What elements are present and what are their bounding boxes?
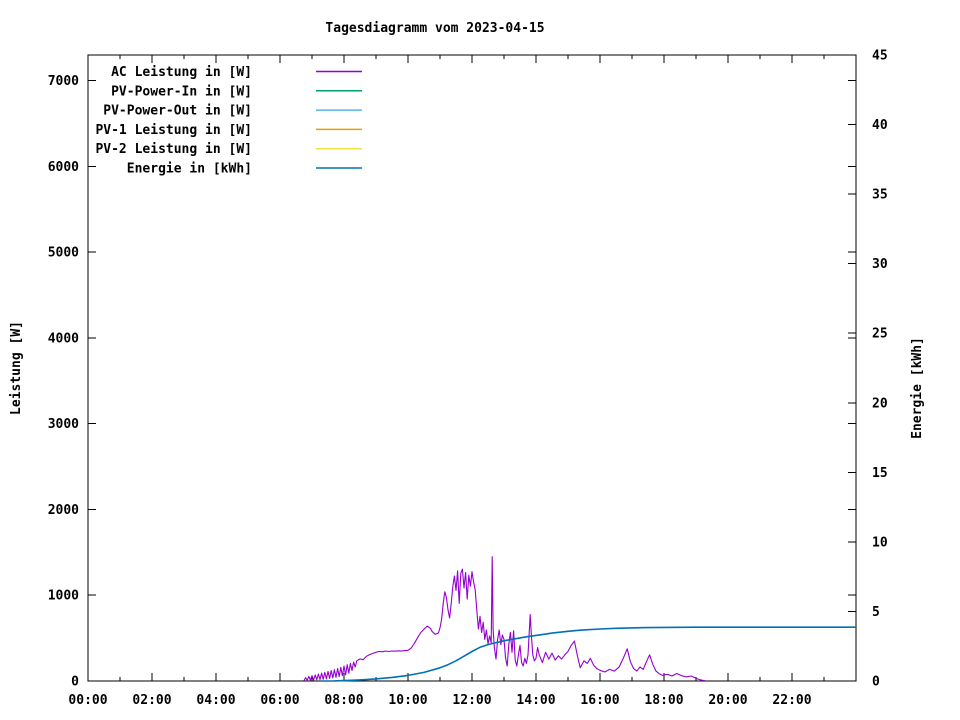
x-tick-label: 18:00 <box>644 693 683 708</box>
y-right-tick-label: 30 <box>872 257 888 272</box>
y-axis-left-label: Leistung [W] <box>9 321 24 415</box>
y-right-tick-label: 5 <box>872 605 880 620</box>
y-left-tick-label: 0 <box>71 675 79 690</box>
x-tick-label: 06:00 <box>260 693 299 708</box>
y-right-tick-label: 15 <box>872 466 888 481</box>
x-tick-label: 14:00 <box>516 693 555 708</box>
x-tick-label: 02:00 <box>132 693 171 708</box>
chart-title: Tagesdiagramm vom 2023-04-15 <box>325 21 544 36</box>
x-tick-label: 16:00 <box>580 693 619 708</box>
legend-item-2: PV-Power-In in [W] <box>111 84 362 99</box>
legend-item-4: PV-1 Leistung in [W] <box>95 123 362 138</box>
y-right-tick-label: 25 <box>872 327 888 342</box>
y-left-tick-label: 6000 <box>48 160 79 175</box>
series-line-6 <box>321 626 856 682</box>
legend-label: PV-1 Leistung in [W] <box>95 123 252 138</box>
legend-label: Energie in [kWh] <box>127 162 252 177</box>
x-tick-label: 12:00 <box>452 693 491 708</box>
y-left-tick-label: 5000 <box>48 246 79 261</box>
legend-item-6: Energie in [kWh] <box>127 162 362 177</box>
legend-item-5: PV-2 Leistung in [W] <box>95 142 362 157</box>
x-tick-label: 08:00 <box>324 693 363 708</box>
y-right-tick-label: 35 <box>872 188 888 203</box>
x-tick-label: 04:00 <box>196 693 235 708</box>
legend-label: PV-Power-Out in [W] <box>103 104 252 119</box>
plot-area: 00:00 02:00 04:00 06:00 08:00 10:00 12:00 14:00… <box>48 49 888 709</box>
y-axis-right-label: Energie [kWh] <box>910 337 925 439</box>
y-left-tick-label: 1000 <box>48 589 79 604</box>
x-tick-label: 22:00 <box>772 693 811 708</box>
legend-item-3: PV-Power-Out in [W] <box>103 104 362 119</box>
y-right-tick-label: 0 <box>872 675 880 690</box>
series-line-1 <box>303 556 706 682</box>
y-left-tick-label: 4000 <box>48 331 79 346</box>
y-right-tick-label: 45 <box>872 49 888 64</box>
y-right-tick-label: 40 <box>872 118 888 133</box>
x-tick-label: 00:00 <box>68 693 107 708</box>
y-right-tick-label: 10 <box>872 535 888 550</box>
x-tick-label: 10:00 <box>388 693 427 708</box>
legend-label: PV-2 Leistung in [W] <box>95 142 252 157</box>
y-right-tick-label: 20 <box>872 396 888 411</box>
y-left-tick-label: 2000 <box>48 503 79 518</box>
legend-item-1: AC Leistung in [W] <box>111 65 362 80</box>
legend-label: PV-Power-In in [W] <box>111 84 252 99</box>
y-left-tick-label: 3000 <box>48 417 79 432</box>
legend-label: AC Leistung in [W] <box>111 65 252 80</box>
x-tick-label: 20:00 <box>708 693 747 708</box>
y-left-tick-label: 7000 <box>48 74 79 89</box>
